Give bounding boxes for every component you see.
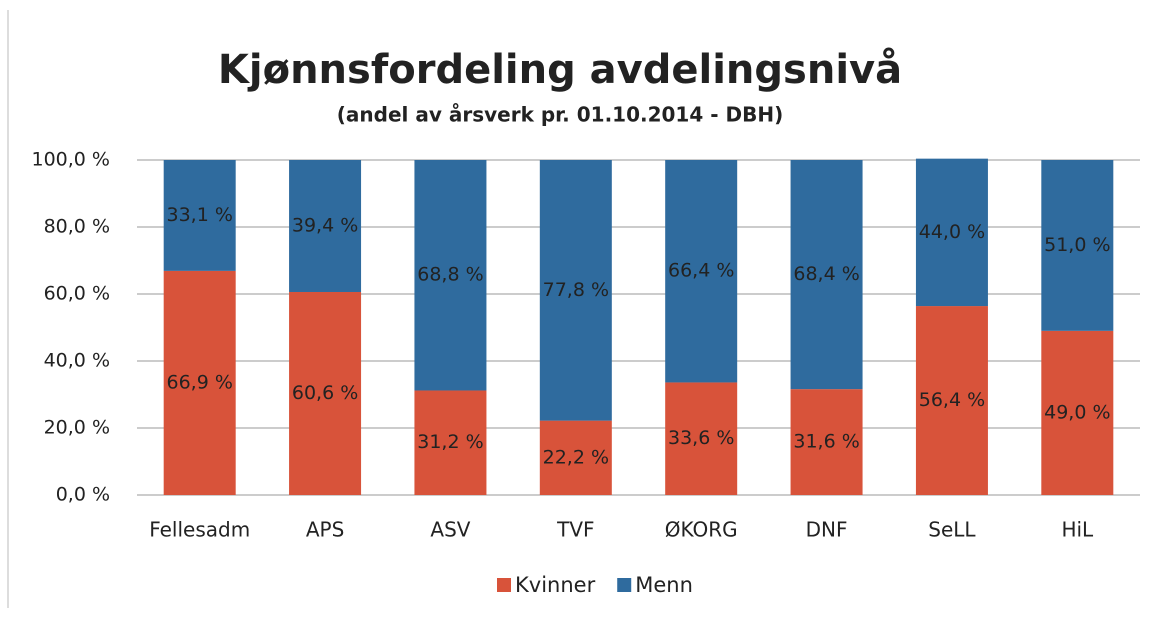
value-label: 31,2 % xyxy=(417,431,483,453)
value-label: 31,6 % xyxy=(793,431,859,453)
value-label: 39,4 % xyxy=(292,214,358,236)
bar-segment xyxy=(915,158,988,307)
x-tick-label: APS xyxy=(306,518,344,542)
bar-segment xyxy=(790,389,863,495)
value-label: 68,4 % xyxy=(793,263,859,285)
x-tick-label: TVF xyxy=(556,518,594,542)
legend-swatch xyxy=(497,578,511,592)
chart-subtitle: (andel av årsverk pr. 01.10.2014 - DBH) xyxy=(337,103,783,127)
value-label: 77,8 % xyxy=(543,279,609,301)
legend-label: Menn xyxy=(635,573,693,597)
bar-segment xyxy=(1041,160,1114,331)
bar-segment xyxy=(163,160,236,271)
bar-segment xyxy=(539,160,612,421)
x-tick-label: ØKORG xyxy=(665,518,738,542)
value-label: 33,1 % xyxy=(166,204,232,226)
y-tick-label: 40,0 % xyxy=(44,350,110,372)
value-label: 56,4 % xyxy=(919,389,985,411)
value-label: 66,9 % xyxy=(166,371,232,393)
y-tick-label: 60,0 % xyxy=(44,283,110,305)
y-tick-label: 20,0 % xyxy=(44,417,110,439)
bar-segment xyxy=(665,160,738,383)
bar-segment xyxy=(790,160,863,390)
x-tick-label: DNF xyxy=(806,518,848,542)
value-label: 22,2 % xyxy=(543,446,609,468)
value-label: 49,0 % xyxy=(1044,401,1110,423)
legend-label: Kvinner xyxy=(515,573,596,597)
bar-segment xyxy=(163,270,236,495)
x-tick-label: HiL xyxy=(1061,518,1094,542)
bar-segment xyxy=(539,420,612,495)
bar-segment xyxy=(289,160,362,292)
bar-segment xyxy=(1041,330,1114,495)
bar-segment xyxy=(414,160,487,391)
y-tick-label: 100,0 % xyxy=(32,149,111,171)
chart-title: Kjønnsfordeling avdelingsnivå xyxy=(218,46,902,93)
bar-segment xyxy=(414,390,487,495)
x-tick-label: SeLL xyxy=(928,518,976,542)
bar-segment xyxy=(915,306,988,495)
x-tick-label: ASV xyxy=(430,518,470,542)
bar-segment xyxy=(289,291,362,495)
value-label: 44,0 % xyxy=(919,221,985,243)
value-label: 33,6 % xyxy=(668,427,734,449)
value-label: 68,8 % xyxy=(417,264,483,286)
value-label: 60,6 % xyxy=(292,382,358,404)
x-tick-label: Fellesadm xyxy=(149,518,250,542)
y-tick-label: 80,0 % xyxy=(44,216,110,238)
value-label: 66,4 % xyxy=(668,260,734,282)
bar-segment xyxy=(665,382,738,495)
value-label: 51,0 % xyxy=(1044,234,1110,256)
y-tick-label: 0,0 % xyxy=(56,484,110,506)
legend-swatch xyxy=(617,578,632,592)
